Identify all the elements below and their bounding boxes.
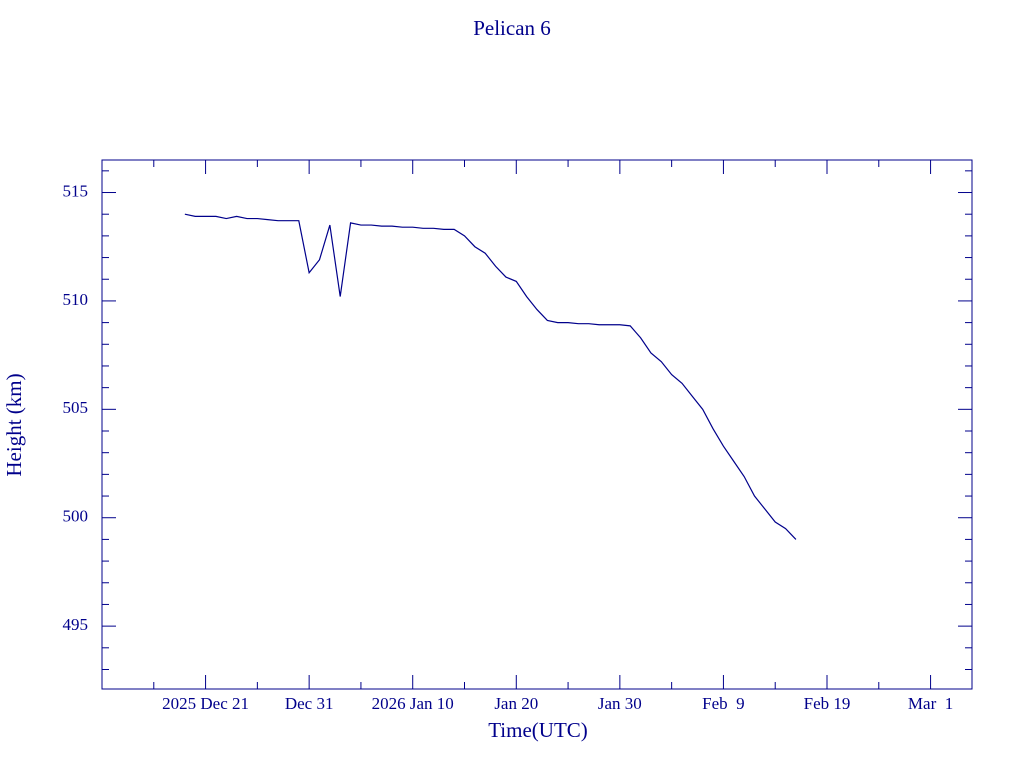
chart-title: Pelican 6: [473, 16, 551, 40]
x-tick-label: Jan 20: [494, 694, 538, 713]
x-tick-label: Dec 31: [285, 694, 334, 713]
y-tick-label: 505: [63, 398, 89, 417]
x-tick-label: 2025 Dec 21: [162, 694, 249, 713]
x-tick-label: 2026 Jan 10: [372, 694, 454, 713]
x-axis-label: Time(UTC): [488, 718, 588, 742]
y-tick-label: 515: [63, 181, 89, 200]
x-tick-label: Feb 19: [804, 694, 851, 713]
y-tick-label: 510: [63, 290, 89, 309]
x-tick-label: Mar 1: [908, 694, 953, 713]
y-axis-label: Height (km): [2, 373, 26, 476]
data-line: [184, 213, 797, 540]
x-tick-label: Feb 9: [702, 694, 745, 713]
y-tick-label: 500: [63, 507, 89, 526]
y-tick-label: 495: [63, 615, 89, 634]
x-tick-label: Jan 30: [598, 694, 642, 713]
plot-frame: [101, 159, 973, 690]
